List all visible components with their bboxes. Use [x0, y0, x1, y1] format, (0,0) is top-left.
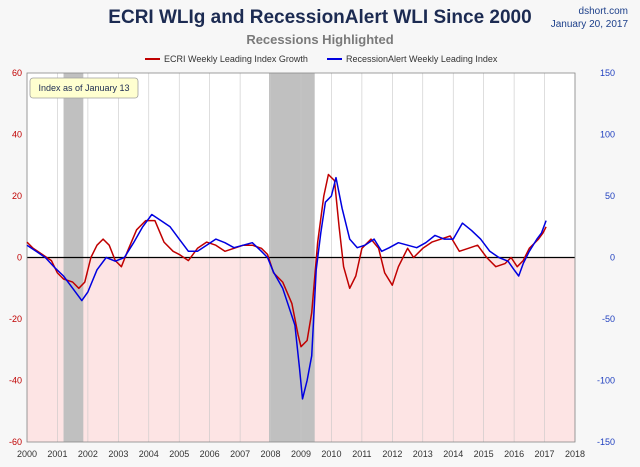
annotation-box	[29, 77, 139, 99]
y-right-tick-4: -50	[602, 314, 615, 324]
x-tick-label-9: 2009	[291, 449, 311, 459]
y-left-tick-0: 60	[12, 68, 22, 78]
y-right-tick-0: 150	[600, 68, 615, 78]
series-line-recessionalert	[26, 176, 547, 400]
y-left-tick-6: -60	[9, 437, 22, 447]
x-tick-label-3: 2003	[108, 449, 128, 459]
y-left-tick-1: 40	[12, 130, 22, 140]
x-tick-label-13: 2013	[413, 449, 433, 459]
x-tick-label-4: 2004	[139, 449, 159, 459]
plot-border	[26, 72, 576, 443]
x-tick-label-6: 2006	[200, 449, 220, 459]
annotation-label: Index as of January 13	[38, 83, 129, 93]
legend-label-ecri: ECRI Weekly Leading Index Growth	[164, 54, 308, 64]
x-tick-label-2: 2002	[78, 449, 98, 459]
chart-title: ECRI WLIg and RecessionAlert WLI Since 2…	[108, 7, 532, 28]
y-right-tick-2: 50	[605, 191, 615, 201]
x-tick-label-14: 2014	[443, 449, 463, 459]
y-right-tick-6: -150	[597, 437, 615, 447]
x-tick-label-10: 2010	[321, 449, 341, 459]
x-tick-label-7: 2007	[230, 449, 250, 459]
source-block: dshort.com January 20, 2017	[551, 5, 628, 31]
y-right-tick-3: 0	[610, 253, 615, 263]
source-label: dshort.com	[578, 6, 628, 17]
y-left-tick-3: 0	[17, 253, 22, 263]
x-tick-label-8: 2008	[261, 449, 281, 459]
y-left-tick-2: 20	[12, 191, 22, 201]
x-tick-label-1: 2001	[47, 449, 67, 459]
legend-label-recessionalert: RecessionAlert Weekly Leading Index	[346, 54, 498, 64]
chart-subtitle: Recessions Highlighted	[246, 32, 394, 47]
x-tick-label-0: 2000	[17, 449, 37, 459]
y-left-tick-4: -20	[9, 314, 22, 324]
x-tick-label-18: 2018	[565, 449, 585, 459]
x-tick-label-11: 2011	[352, 449, 371, 459]
y-left-tick-5: -40	[9, 376, 22, 386]
y-right-tick-5: -100	[597, 376, 615, 386]
y-right-tick-1: 100	[600, 130, 615, 140]
x-tick-label-17: 2017	[535, 449, 555, 459]
x-tick-label-16: 2016	[504, 449, 524, 459]
series-line-ecri	[26, 173, 547, 348]
x-tick-label-12: 2012	[382, 449, 402, 459]
x-tick-label-5: 2005	[169, 449, 189, 459]
x-tick-label-15: 2015	[474, 449, 494, 459]
date-label: January 20, 2017	[550, 19, 628, 30]
